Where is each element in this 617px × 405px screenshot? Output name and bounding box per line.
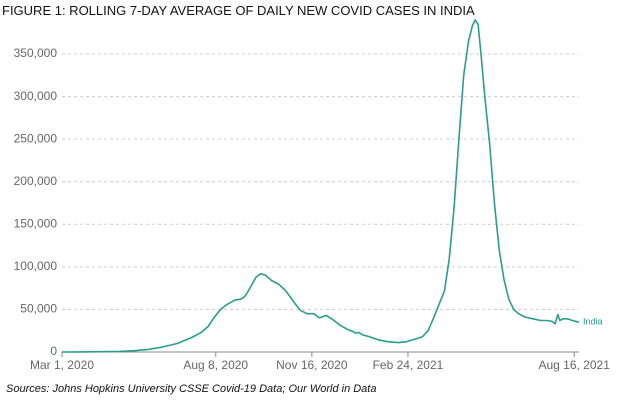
x-tick-label: Feb 24, 2021: [373, 358, 444, 372]
y-tick-label: 150,000: [14, 216, 58, 230]
y-tick-label: 50,000: [20, 302, 57, 316]
x-tick-label: Mar 1, 2020: [30, 358, 94, 372]
x-tick-label: Nov 16, 2020: [276, 358, 348, 372]
y-tick-label: 350,000: [14, 46, 58, 60]
y-tick-label: 100,000: [14, 259, 58, 273]
series-label: India: [583, 317, 603, 327]
gridlines: [62, 53, 579, 310]
x-axis-ticks: Mar 1, 2020 Aug 8, 2020 Nov 16, 2020 Feb 24…: [30, 352, 610, 372]
y-axis-ticks: 0 50,000 100,000 150,000 200,000 250,000 300,0…: [14, 46, 58, 358]
source-note: Sources: Johns Hopkins University CSSE C…: [6, 383, 377, 395]
series-line-india: [61, 19, 580, 353]
x-tick-label: Aug 16, 2021: [538, 358, 610, 372]
figure-title: FIGURE 1: ROLLING 7-DAY AVERAGE OF DAILY…: [2, 3, 475, 18]
y-tick-label: 250,000: [14, 131, 58, 145]
y-tick-label: 200,000: [14, 174, 58, 188]
series-layer: India: [61, 19, 603, 353]
y-tick-label: 300,000: [14, 89, 58, 103]
y-tick-label: 0: [50, 344, 57, 358]
x-tick-label: Aug 8, 2020: [183, 358, 248, 372]
